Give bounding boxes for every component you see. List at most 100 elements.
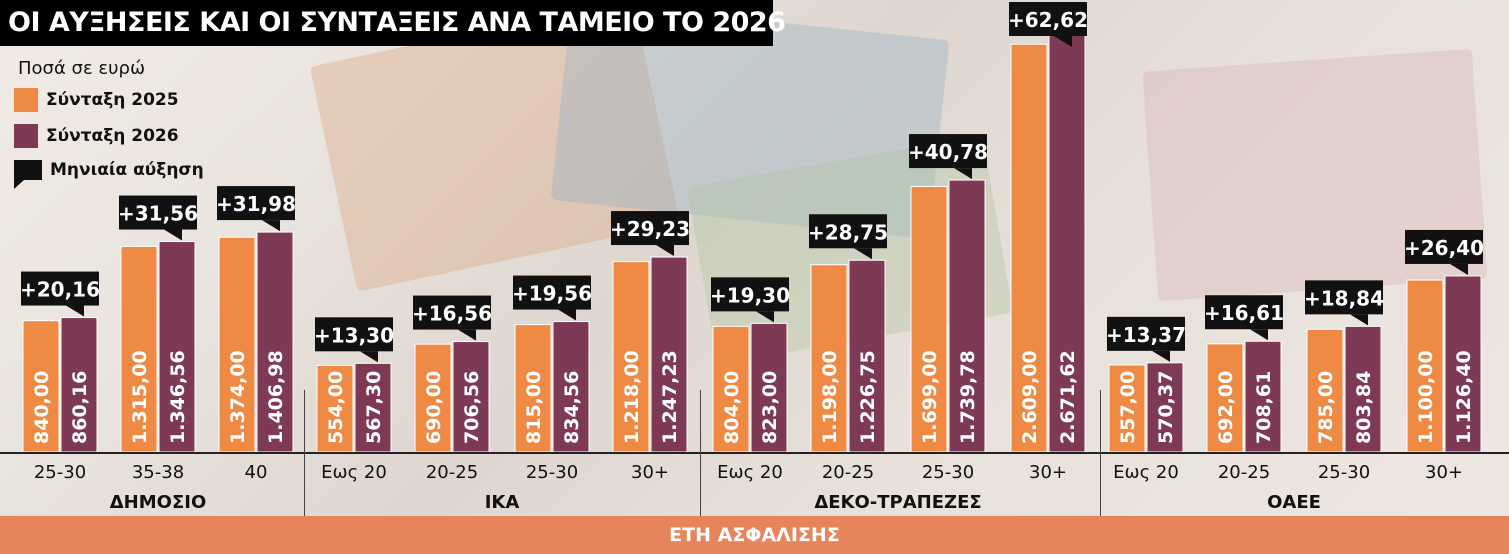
bar-2026 — [158, 241, 196, 453]
bar-2026-value: 1.247,23 — [659, 350, 681, 444]
legend-swatch-2025 — [14, 88, 38, 112]
bar-2025-value: 804,00 — [721, 371, 743, 444]
category-label: Εως 20 — [717, 462, 783, 483]
bar-2026 — [948, 179, 986, 453]
bar-2025 — [612, 261, 650, 453]
increase-value: +18,84 — [1304, 286, 1384, 310]
bar-2025-value: 840,00 — [31, 371, 53, 444]
category-label: Εως 20 — [1113, 462, 1179, 483]
bar-2025 — [414, 343, 452, 453]
increase-callout-tail — [558, 309, 576, 321]
x-axis-title: ΕΤΗ ΑΣΦΑΛΙΣΗΣ — [0, 516, 1509, 554]
increase-callout-tail — [854, 248, 872, 260]
bar-2026-value: 567,30 — [363, 371, 385, 444]
bar-2025-value: 1.315,00 — [129, 350, 151, 444]
bar-2025 — [910, 185, 948, 453]
category-label: 40 — [244, 462, 268, 483]
bar-2025-value: 1.218,00 — [621, 350, 643, 444]
bar-2026 — [650, 256, 688, 453]
bar-2026-value: 803,84 — [1353, 371, 1375, 444]
legend-item-2026: Σύνταξη 2026 — [14, 124, 179, 148]
increase-callout-tail — [954, 168, 972, 180]
increase-value: +13,30 — [314, 323, 394, 347]
increase-value: +40,78 — [908, 140, 988, 164]
bar-2025 — [1406, 279, 1444, 453]
increase-callout-tail — [458, 329, 476, 341]
bar-2025 — [120, 245, 158, 453]
increase-callout-tail — [1152, 350, 1170, 362]
legend-label-increase: Μηνιαία αύξηση — [50, 160, 204, 180]
category-label: 25-30 — [1317, 462, 1371, 483]
increase-callout — [1305, 280, 1383, 315]
bar-2025-value: 1.699,00 — [919, 350, 941, 444]
bar-2025 — [1010, 43, 1048, 453]
bar-2026 — [1048, 33, 1086, 453]
increase-callout — [1405, 229, 1483, 264]
bar-2026-value: 860,16 — [69, 371, 91, 444]
increase-callout-tail — [360, 351, 378, 363]
group-separator — [1100, 390, 1101, 516]
bar-2026 — [1244, 340, 1282, 453]
bar-2025 — [1306, 328, 1344, 453]
bar-2025 — [810, 264, 848, 453]
bar-2025-value: 785,00 — [1315, 371, 1337, 444]
bar-2026 — [1146, 362, 1184, 453]
x-axis-line — [0, 452, 1509, 454]
category-label: 25-30 — [33, 462, 87, 483]
bar-2025-value: 1.374,00 — [227, 350, 249, 444]
bar-2026 — [750, 322, 788, 453]
bar-2025 — [514, 324, 552, 453]
bar-2025-value: 815,00 — [523, 371, 545, 444]
bar-2026-value: 570,37 — [1155, 371, 1177, 444]
legend-item-increase: Μηνιαία αύξηση — [14, 160, 204, 189]
group-label: ΟΑΕΕ — [1267, 492, 1321, 513]
increase-value: +20,16 — [20, 278, 100, 302]
increase-callout-tail — [1250, 329, 1268, 341]
bar-2025-value: 554,00 — [325, 371, 347, 444]
bar-2025-value: 2.609,00 — [1019, 350, 1041, 444]
bar-2026 — [552, 321, 590, 453]
category-label: 30+ — [1029, 462, 1067, 483]
category-label: 30+ — [631, 462, 669, 483]
bar-2025 — [1108, 364, 1146, 453]
bar-2026 — [354, 362, 392, 453]
unit-label: Ποσά σε ευρώ — [18, 58, 146, 79]
group-label: ΙΚΑ — [484, 492, 520, 513]
increase-callout — [1205, 295, 1283, 330]
increase-callout — [809, 214, 887, 249]
bar-2026-value: 834,56 — [561, 371, 583, 444]
category-label: 30+ — [1425, 462, 1463, 483]
increase-callout-tail — [756, 311, 774, 323]
bar-2026 — [1344, 325, 1382, 453]
bar-2026-value: 1.406,98 — [265, 350, 287, 444]
group-label: ΔΕΚΟ-ΤΡΑΠΕΖΕΣ — [814, 492, 982, 513]
increase-callout — [1107, 316, 1185, 351]
bar-2025 — [1206, 343, 1244, 453]
legend-swatch-2026 — [14, 124, 38, 148]
increase-value: +16,56 — [412, 302, 492, 326]
increase-value: +19,56 — [512, 282, 592, 306]
increase-callout — [513, 275, 591, 310]
increase-value: +16,61 — [1204, 301, 1284, 325]
bar-2025 — [316, 364, 354, 453]
category-label: Εως 20 — [321, 462, 387, 483]
bar-2026-value: 708,61 — [1253, 371, 1275, 444]
category-label: 20-25 — [425, 462, 479, 483]
bar-2026-value: 1.226,75 — [857, 350, 879, 444]
increase-value: +28,75 — [808, 220, 888, 244]
category-label: 20-25 — [1217, 462, 1271, 483]
increase-callout-tail — [164, 229, 182, 241]
increase-callout — [909, 134, 987, 169]
category-label: 20-25 — [821, 462, 875, 483]
increase-callout-tail — [66, 305, 84, 317]
group-separator — [304, 390, 305, 516]
bar-2026-value: 706,56 — [461, 371, 483, 444]
bar-2026-value: 1.346,56 — [167, 350, 189, 444]
legend-label-2026: Σύνταξη 2026 — [46, 126, 179, 146]
bar-2026-value: 823,00 — [759, 371, 781, 444]
increase-value: +31,56 — [118, 202, 198, 226]
increase-callout-tail — [1350, 314, 1368, 326]
category-label: 25-30 — [525, 462, 579, 483]
group-label: ΔΗΜΟΣΙΟ — [109, 492, 207, 513]
